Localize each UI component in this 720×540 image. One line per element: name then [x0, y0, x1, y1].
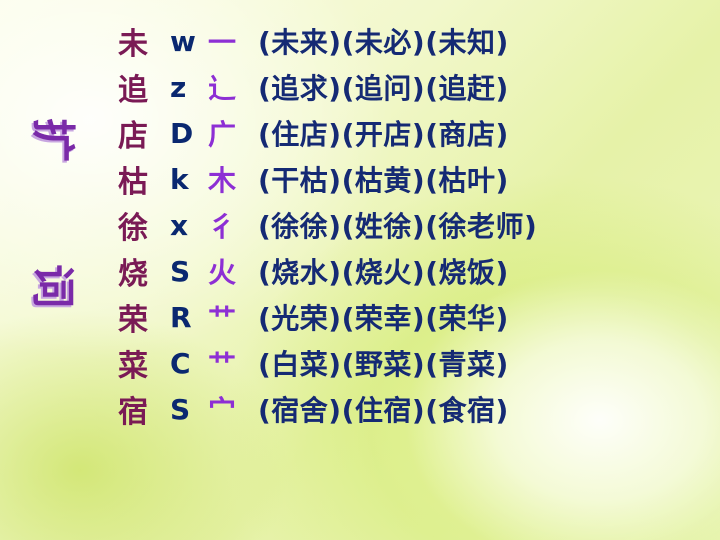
pinyin-initial: C	[170, 346, 191, 380]
radical: 彳	[208, 210, 237, 243]
side-title-char-1: 扩	[27, 118, 78, 162]
word-list: (追求)(追问)(追赶)	[258, 72, 509, 105]
word-row: 菜 C 艹 (白菜)(野菜)(青菜)	[118, 340, 708, 386]
radical: 宀	[208, 394, 237, 427]
word-row: 徐 x 彳 (徐徐)(姓徐)(徐老师)	[118, 202, 708, 248]
pinyin-initial: x	[170, 208, 189, 242]
radical: 艹	[208, 348, 237, 381]
radical: 火	[208, 256, 237, 289]
word-row: 烧 S 火 (烧水)(烧火)(烧饭)	[118, 248, 708, 294]
radical: 广	[208, 118, 237, 151]
pinyin-initial: S	[170, 254, 191, 288]
pinyin-initial: R	[170, 300, 192, 334]
word-table: 未 w 一 (未来)(未必)(未知) 追 z 辶 (追求)(追问)(追赶) 店 …	[118, 18, 708, 432]
character: 宿	[118, 395, 148, 430]
word-row: 追 z 辶 (追求)(追问)(追赶)	[118, 64, 708, 110]
word-list: (未来)(未必)(未知)	[258, 26, 509, 59]
word-list: (烧水)(烧火)(烧饭)	[258, 256, 509, 289]
word-row: 宿 S 宀 (宿舍)(住宿)(食宿)	[118, 386, 708, 432]
character: 烧	[118, 257, 148, 292]
word-list: (干枯)(枯黄)(枯叶)	[258, 164, 509, 197]
pinyin-initial: w	[170, 24, 196, 58]
radical: 艹	[208, 302, 237, 335]
pinyin-initial: k	[170, 162, 189, 196]
radical: 辶	[208, 72, 237, 105]
word-list: (住店)(开店)(商店)	[258, 118, 509, 151]
word-row: 荣 R 艹 (光荣)(荣幸)(荣华)	[118, 294, 708, 340]
word-list: (徐徐)(姓徐)(徐老师)	[258, 210, 538, 243]
word-row: 枯 k 木 (干枯)(枯黄)(枯叶)	[118, 156, 708, 202]
side-title-char-2: 词	[27, 264, 78, 308]
pinyin-initial: D	[170, 116, 194, 150]
pinyin-initial: S	[170, 392, 191, 426]
character: 菜	[118, 349, 148, 384]
radical: 木	[208, 164, 237, 197]
word-list: (白菜)(野菜)(青菜)	[258, 348, 509, 381]
pinyin-initial: z	[170, 70, 187, 104]
side-title: 扩 词	[24, 118, 80, 308]
character: 荣	[118, 303, 148, 338]
word-list: (宿舍)(住宿)(食宿)	[258, 394, 509, 427]
character: 未	[118, 27, 148, 62]
word-list: (光荣)(荣幸)(荣华)	[258, 302, 509, 335]
character: 店	[118, 119, 148, 154]
word-row: 店 D 广 (住店)(开店)(商店)	[118, 110, 708, 156]
radical: 一	[208, 26, 237, 59]
character: 枯	[118, 165, 148, 200]
word-row: 未 w 一 (未来)(未必)(未知)	[118, 18, 708, 64]
character: 徐	[118, 211, 148, 246]
character: 追	[118, 73, 148, 108]
